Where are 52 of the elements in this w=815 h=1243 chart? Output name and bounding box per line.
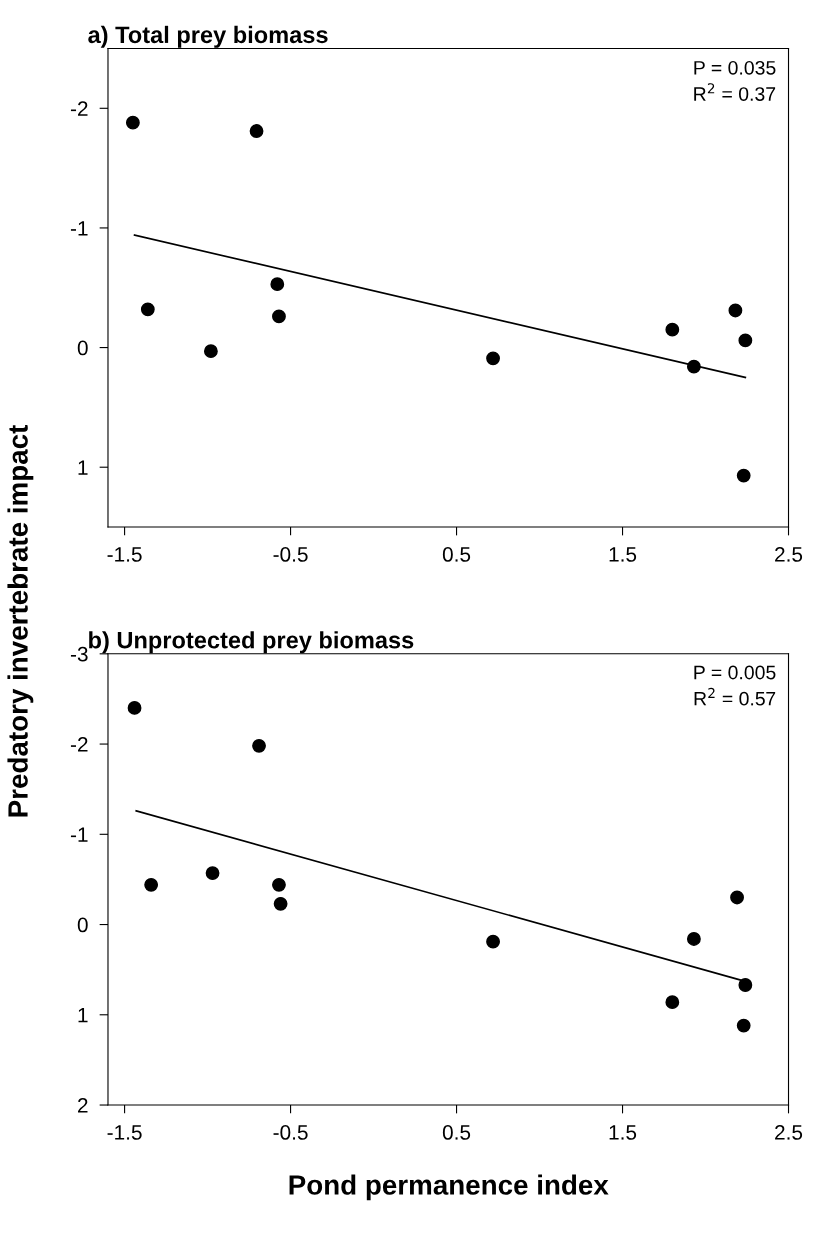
point — [252, 738, 266, 753]
point — [249, 124, 264, 138]
annotation: P = 0.035 — [694, 60, 776, 75]
point — [205, 866, 220, 881]
y-tick-label: 0 — [77, 340, 88, 356]
y-tick-label: -1 — [70, 827, 88, 842]
x-tick-label: 0.5 — [442, 547, 471, 562]
x-tick-label: -1.5 — [107, 1125, 142, 1140]
y-tick-label: 2 — [78, 1098, 88, 1113]
y-axis-title: Predatory invertebrate impact — [7, 425, 34, 817]
x-tick-label: -1.5 — [107, 547, 142, 562]
y-tick-label: -3 — [70, 646, 88, 662]
y-tick-label: -2 — [70, 101, 88, 116]
x-tick-label: 2.5 — [775, 1125, 803, 1140]
point — [272, 309, 286, 324]
point — [486, 934, 500, 949]
x-tick-label: -0.5 — [273, 1125, 308, 1140]
y-tick-label: 1 — [78, 1008, 88, 1023]
point — [144, 877, 159, 892]
point — [125, 115, 140, 130]
point — [486, 351, 500, 366]
chart-title: b) Unprotected prey biomass — [89, 631, 414, 654]
x-tick-label: 1.5 — [609, 1125, 637, 1140]
y-tick-label: 0 — [77, 917, 88, 933]
point — [273, 896, 288, 911]
point — [686, 932, 701, 946]
point — [665, 322, 680, 337]
y-tick-label: 1 — [78, 460, 88, 475]
annotation: P = 0.005 — [694, 665, 776, 680]
point — [272, 877, 286, 892]
point — [665, 995, 680, 1010]
point — [736, 468, 751, 483]
y-tick-label: -1 — [70, 221, 88, 236]
x-tick-label: 2.5 — [775, 547, 803, 562]
point — [738, 333, 753, 348]
x-tick-label: 0.5 — [442, 1125, 471, 1140]
point — [730, 890, 744, 905]
x-tick-label: 1.5 — [609, 547, 637, 562]
point — [127, 701, 142, 715]
annotation: R$^{2}$ = 0.57 — [694, 687, 776, 706]
point — [738, 978, 753, 992]
point — [270, 277, 285, 292]
point — [686, 359, 701, 374]
point — [203, 344, 218, 359]
point — [728, 303, 743, 318]
y-tick-label: -2 — [70, 737, 88, 752]
x-tick-label: -0.5 — [273, 547, 308, 562]
point — [140, 302, 155, 317]
annotation: R$^{2}$ = 0.37 — [694, 83, 776, 101]
x-axis-title: Pond permanence index — [289, 1174, 609, 1201]
point — [736, 1018, 751, 1033]
chart-title: a) Total prey biomass — [88, 25, 328, 48]
